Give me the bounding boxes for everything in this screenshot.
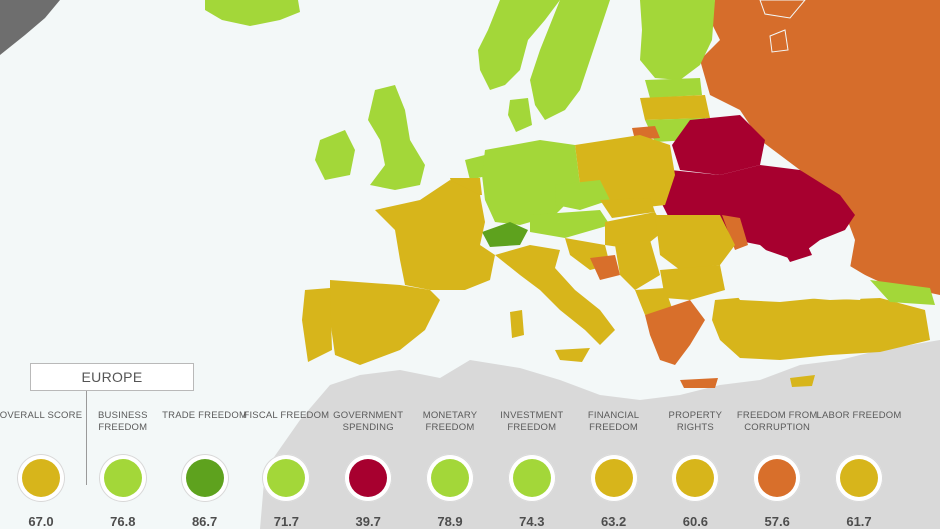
country-turkey[interactable] [712, 295, 930, 360]
country-portugal[interactable] [302, 288, 332, 362]
russia-islands [759, 0, 806, 53]
metric-circle[interactable] [426, 454, 474, 502]
country-slovakia[interactable] [600, 198, 655, 218]
country-romania[interactable] [655, 215, 735, 270]
metric-label: FISCAL FREEDOM [243, 410, 330, 421]
country-cyprus[interactable] [790, 375, 815, 387]
metric-item[interactable]: LABOR FREEDOM 61.7 [813, 410, 905, 529]
metric-color-dot [267, 459, 306, 497]
metric-color-dot [185, 459, 224, 497]
metric-color-dot [594, 459, 633, 497]
country-norway[interactable] [478, 0, 560, 90]
crimea [780, 240, 812, 262]
metric-item[interactable]: INVESTMENT FREEDOM 74.3 [486, 410, 578, 529]
metric-value: 39.7 [355, 514, 381, 529]
island-sardinia [510, 310, 524, 338]
metric-color-dot [103, 459, 142, 497]
metric-item[interactable]: BUSINESS FREEDOM 76.8 [77, 410, 169, 529]
island-sicily [555, 348, 590, 362]
metric-color-dot [22, 459, 60, 497]
black-sea [728, 248, 870, 302]
country-italy[interactable] [495, 245, 615, 345]
metric-color-dot [512, 459, 551, 497]
country-moldova[interactable] [722, 215, 748, 250]
country-latvia[interactable] [640, 95, 710, 120]
metric-color-dot [840, 459, 878, 497]
country-france[interactable] [375, 180, 495, 290]
metric-value: 78.9 [437, 514, 463, 529]
metric-item[interactable]: FISCAL FREEDOM 71.7 [240, 410, 332, 529]
metric-label: BUSINESS FREEDOM [97, 410, 148, 433]
island-crete [680, 378, 718, 388]
metric-circle[interactable] [98, 454, 147, 502]
metric-value: 86.7 [191, 514, 218, 529]
country-czech[interactable] [555, 180, 610, 210]
metric-label: PROPERTY RIGHTS [668, 410, 723, 433]
metric-item[interactable]: FREEDOM FROM CORRUPTION 57.6 [731, 410, 823, 529]
metric-value: 74.3 [519, 514, 545, 529]
country-estonia[interactable] [645, 78, 702, 98]
country-switzerland[interactable] [482, 222, 528, 247]
metric-color-dot [758, 459, 797, 497]
country-greece[interactable] [645, 300, 705, 365]
metric-circle[interactable] [344, 454, 393, 502]
region-label-box: EUROPE [30, 363, 194, 391]
metric-value: 76.8 [110, 514, 136, 529]
metric-circle[interactable] [507, 454, 556, 502]
country-belarus[interactable] [672, 115, 765, 175]
metric-circle[interactable] [753, 454, 802, 502]
metric-item[interactable]: OVERALL SCORE 67.0 [0, 410, 87, 529]
metric-item[interactable]: GOVERNMENT SPENDING 39.7 [322, 410, 414, 529]
metric-label: INVESTMENT FREEDOM [500, 410, 564, 433]
metric-item[interactable]: MONETARY FREEDOM 78.9 [404, 410, 496, 529]
metric-circle[interactable] [180, 454, 229, 502]
metric-label: TRADE FREEDOM [162, 410, 248, 421]
country-uk[interactable] [368, 85, 425, 190]
country-albania-macedonia[interactable] [635, 288, 672, 315]
metric-label: GOVERNMENT SPENDING [333, 410, 404, 433]
country-ireland[interactable] [315, 130, 355, 180]
metric-circle[interactable] [589, 454, 638, 502]
metric-label: MONETARY FREEDOM [422, 410, 478, 433]
metric-value: 67.0 [28, 514, 54, 529]
metric-value: 63.2 [600, 514, 627, 529]
country-serbia[interactable] [615, 240, 660, 290]
metric-label: OVERALL SCORE [0, 410, 83, 421]
metric-value: 57.6 [764, 514, 790, 529]
metric-circle[interactable] [671, 454, 720, 502]
country-iceland[interactable] [205, 0, 300, 26]
country-austria[interactable] [530, 210, 610, 238]
metric-circle[interactable] [262, 454, 311, 502]
metric-circle[interactable] [17, 454, 65, 502]
country-spain[interactable] [330, 280, 440, 365]
country-ukraine[interactable] [660, 165, 855, 262]
metric-item[interactable]: FINANCIAL FREEDOM 63.2 [568, 410, 660, 529]
country-georgia[interactable] [870, 280, 935, 305]
country-sweden[interactable] [530, 0, 610, 120]
metric-item[interactable]: PROPERTY RIGHTS 60.6 [649, 410, 741, 529]
metric-color-dot [676, 459, 715, 497]
metric-color-dot [431, 459, 469, 497]
metric-label: LABOR FREEDOM [816, 410, 902, 421]
country-germany[interactable] [482, 140, 580, 225]
country-denmark[interactable] [508, 98, 532, 132]
metric-item[interactable]: TRADE FREEDOM 86.7 [159, 410, 251, 529]
metric-color-dot [349, 459, 388, 497]
country-finland[interactable] [640, 0, 715, 80]
country-bulgaria[interactable] [660, 265, 725, 300]
metric-value: 60.6 [682, 514, 709, 529]
metric-label: FINANCIAL FREEDOM [587, 410, 640, 433]
metric-value: 71.7 [273, 514, 300, 529]
country-russia[interactable] [700, 0, 940, 295]
metric-label: FREEDOM FROM CORRUPTION [736, 410, 818, 433]
country-bosnia[interactable] [590, 255, 620, 280]
metric-value: 61.7 [846, 514, 872, 529]
metric-circle[interactable] [835, 454, 883, 502]
greenland [0, 0, 60, 55]
region-connector-line [86, 391, 87, 485]
